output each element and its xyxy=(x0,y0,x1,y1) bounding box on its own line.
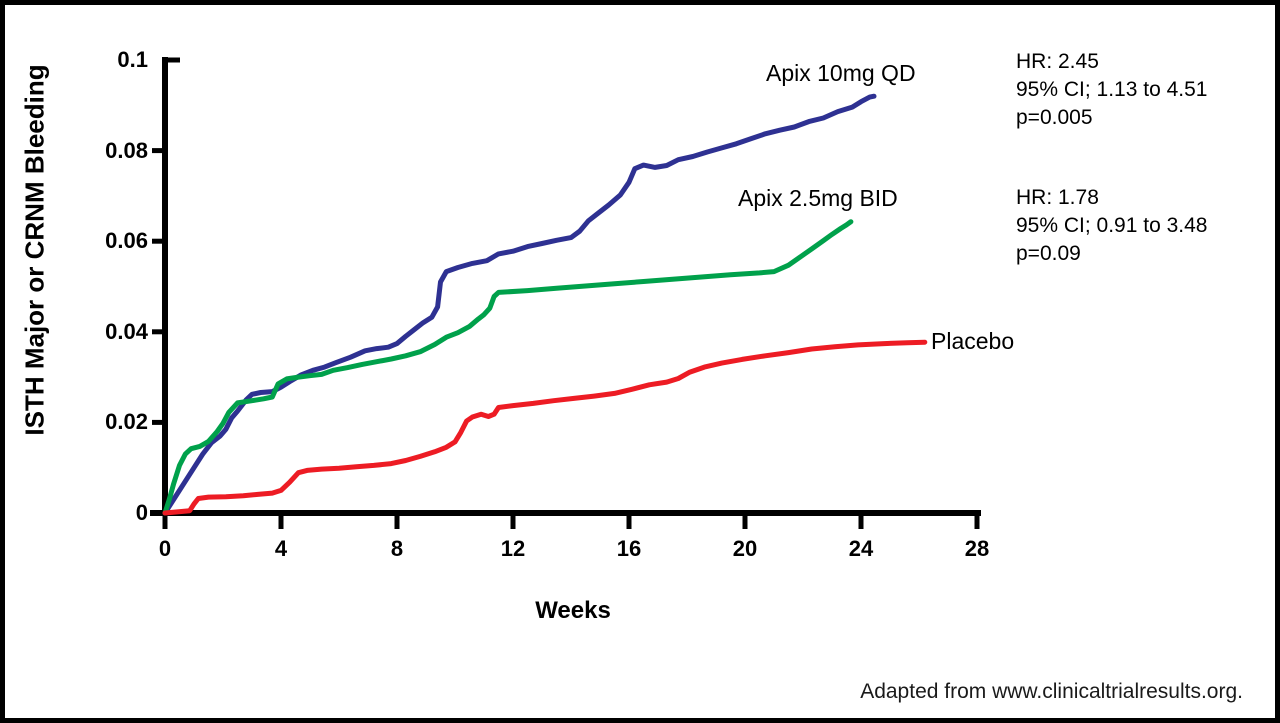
series-line-1 xyxy=(162,219,854,516)
series-label-apix-10mg-qd: Apix 10mg QD xyxy=(766,60,916,86)
series-label-placebo: Placebo xyxy=(931,328,1015,354)
x-tick-label: 0 xyxy=(158,536,172,561)
p-value-line: p=0.005 xyxy=(1016,106,1093,129)
annotation-hr-apix-2-5mg: HR: 1.78 95% CI; 0.91 to 3.48 p=0.09 xyxy=(1016,184,1207,268)
x-tick-label: 8 xyxy=(390,536,404,561)
ci-line: 95% CI; 0.91 to 3.48 xyxy=(1016,214,1208,237)
source-note: Adapted from www.clinicaltrialresults.or… xyxy=(860,680,1243,703)
y-tick-label: 0.08 xyxy=(105,137,148,163)
x-tick-label: 20 xyxy=(732,536,758,561)
x-tick-label: 4 xyxy=(274,536,288,561)
annotation-hr-apix-10mg: HR: 2.45 95% CI; 1.13 to 4.51 p=0.005 xyxy=(1016,48,1207,132)
series-line-2 xyxy=(162,339,928,516)
y-tick-label: 0.02 xyxy=(105,409,148,435)
series-label-apix-2-5mg-bid: Apix 2.5mg BID xyxy=(738,185,898,211)
y-tick-label: 0.04 xyxy=(105,318,148,344)
p-value-line: p=0.09 xyxy=(1016,242,1081,265)
series-line-0 xyxy=(162,93,877,516)
y-tick-label: 0.1 xyxy=(117,47,148,72)
x-tick-label: 28 xyxy=(964,536,990,561)
y-tick-label: 0 xyxy=(135,500,148,525)
x-tick-label: 16 xyxy=(616,536,642,561)
y-tick-label: 0.06 xyxy=(105,228,148,254)
ci-line: 95% CI; 1.13 to 4.51 xyxy=(1016,78,1208,101)
hr-value-line: HR: 2.45 xyxy=(1016,50,1099,73)
hr-value-line: HR: 1.78 xyxy=(1016,186,1099,209)
x-axis-title: Weeks xyxy=(535,597,611,624)
y-axis-title: ISTH Major or CRNM Bleeding xyxy=(19,64,50,436)
x-tick-label: 12 xyxy=(500,536,526,561)
x-tick-label: 24 xyxy=(848,536,874,561)
